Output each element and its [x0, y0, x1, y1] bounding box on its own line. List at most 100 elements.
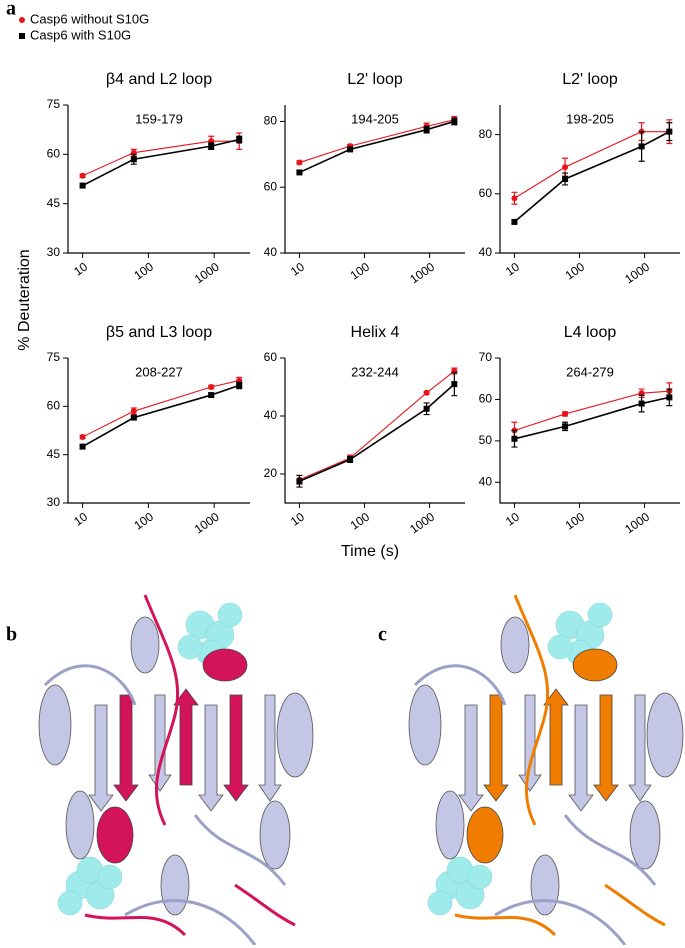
legend-label: Casp6 without S10G: [30, 11, 149, 26]
y-tick-label: 30: [47, 495, 61, 509]
marker: [296, 159, 303, 166]
marker: [562, 410, 569, 417]
y-axis-label: % Deuteration: [16, 249, 33, 350]
series-line: [82, 138, 240, 187]
x-tick-label: 10: [503, 509, 522, 528]
x-tick-label: 1000: [622, 259, 652, 286]
y-tick-label: 40: [264, 245, 278, 259]
panel-label: c: [378, 624, 387, 646]
x-tick-label: 10: [288, 259, 307, 278]
y-tick-label: 80: [479, 127, 493, 141]
x-tick-label: 100: [132, 259, 157, 282]
x-tick-label: 10: [288, 509, 307, 528]
panel-label: b: [6, 624, 17, 646]
x-tick-label: 100: [348, 259, 373, 282]
marker: [511, 435, 518, 442]
marker: [236, 382, 243, 389]
chart-title: Helix 4: [351, 324, 400, 341]
series-line: [299, 370, 455, 481]
marker: [511, 195, 518, 202]
structure-c: [407, 593, 685, 945]
y-tick-label: 45: [47, 196, 61, 210]
marker: [79, 433, 86, 440]
x-tick-label: 1000: [407, 259, 437, 286]
marker: [666, 394, 673, 401]
marker: [347, 146, 354, 153]
series-line: [513, 130, 670, 223]
marker: [666, 128, 673, 135]
marker: [296, 478, 303, 485]
x-tick-label: 1000: [622, 509, 652, 536]
marker: [208, 143, 215, 150]
y-tick-label: 60: [479, 186, 493, 200]
y-tick-label: 60: [47, 399, 61, 413]
chart-subtitle: 194-205: [351, 111, 399, 126]
x-tick-label: 10: [71, 509, 90, 528]
x-tick-label: 100: [132, 509, 157, 532]
marker: [296, 169, 303, 176]
y-tick-label: 75: [47, 350, 61, 364]
chart-subtitle: 232-244: [351, 364, 399, 379]
series-line: [82, 384, 240, 448]
x-tick-label: 10: [71, 259, 90, 278]
panel-label: a: [6, 0, 16, 20]
axis-line: [499, 105, 680, 254]
x-tick-label: 1000: [192, 259, 222, 286]
chart-subtitle: 198-205: [566, 111, 614, 126]
axis-line: [284, 358, 465, 504]
y-tick-label: 60: [264, 179, 278, 193]
marker: [562, 164, 569, 171]
y-tick-label: 50: [479, 433, 493, 447]
structure-b: [37, 593, 315, 945]
axis-line: [284, 105, 465, 254]
chart-title: L2' loop: [347, 71, 403, 88]
marker: [208, 392, 215, 399]
legend-label: Casp6 with S10G: [30, 27, 131, 42]
y-tick-label: 60: [479, 392, 493, 406]
x-tick-label: 100: [348, 509, 373, 532]
marker: [638, 143, 645, 150]
chart-title: β5 and L3 loop: [106, 324, 212, 341]
series-line: [514, 131, 670, 199]
x-tick-label: 10: [503, 259, 522, 278]
chart-subtitle: 159-179: [135, 111, 183, 126]
x-tick-label: 1000: [192, 509, 222, 536]
series-line: [299, 120, 455, 174]
marker: [423, 126, 430, 133]
y-tick-label: 30: [47, 245, 61, 259]
marker: [79, 443, 86, 450]
series-line: [514, 390, 670, 432]
marker: [638, 400, 645, 407]
marker: [208, 384, 215, 390]
y-tick-label: 40: [479, 474, 493, 488]
series-line: [82, 380, 240, 438]
y-tick-label: 40: [479, 245, 493, 259]
chart-subtitle: 264-279: [566, 364, 614, 379]
y-tick-label: 80: [264, 114, 278, 128]
marker: [130, 414, 137, 421]
marker: [562, 176, 569, 182]
series-line: [299, 119, 455, 164]
x-axis-label: Time (s): [341, 543, 399, 560]
axis-line: [499, 358, 680, 504]
series-line: [514, 396, 670, 440]
y-tick-label: 40: [264, 408, 278, 422]
y-tick-label: 70: [479, 350, 493, 364]
chart-title: β4 and L2 loop: [106, 71, 212, 88]
marker: [19, 17, 25, 23]
marker: [562, 423, 569, 430]
marker: [451, 381, 458, 388]
y-tick-label: 20: [264, 466, 278, 480]
marker: [423, 405, 430, 412]
y-tick-label: 45: [47, 447, 61, 461]
series-line: [82, 140, 240, 177]
x-tick-label: 100: [563, 509, 588, 532]
marker: [451, 118, 458, 125]
y-tick-label: 75: [47, 97, 61, 111]
y-tick-label: 60: [264, 350, 278, 364]
marker: [511, 218, 518, 225]
marker: [423, 389, 430, 396]
chart-title: L4 loop: [564, 324, 617, 341]
marker: [79, 172, 86, 179]
